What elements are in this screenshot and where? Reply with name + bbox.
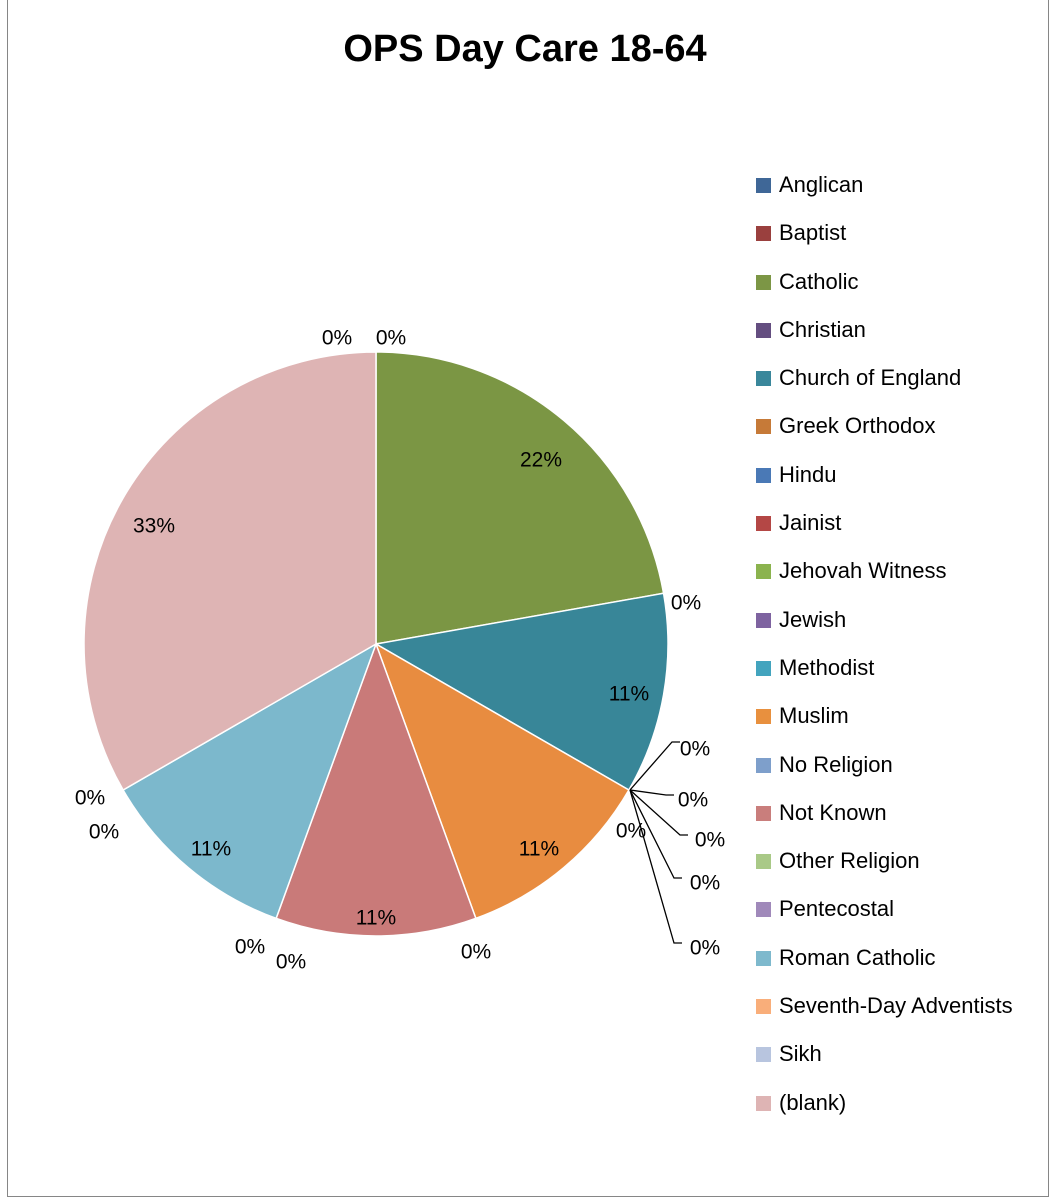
leader-line — [629, 789, 682, 944]
legend-item: Other Religion — [756, 844, 1013, 892]
data-label: 0% — [690, 937, 720, 960]
data-label: 0% — [678, 789, 708, 812]
legend-item: Catholic — [756, 265, 1013, 313]
legend-swatch — [756, 564, 771, 580]
legend-label: Jehovah Witness — [779, 558, 947, 584]
legend-swatch — [756, 322, 771, 338]
legend-item: Hindu — [756, 458, 1013, 506]
legend-label: Hindu — [779, 461, 837, 487]
data-label: 0% — [616, 820, 646, 843]
leader-line — [629, 741, 680, 791]
legend-item: Not Known — [756, 796, 1013, 844]
legend-item: Christian — [756, 313, 1013, 361]
pie-slice-catholic — [375, 351, 665, 645]
legend-swatch — [756, 999, 771, 1015]
data-label: 0% — [322, 327, 352, 350]
data-label: 33% — [133, 515, 175, 538]
legend-swatch — [756, 371, 771, 387]
legend-swatch — [756, 1047, 771, 1063]
data-label: 11% — [356, 907, 396, 930]
data-label: 0% — [276, 951, 306, 974]
legend-label: Seventh-Day Adventists — [779, 993, 1013, 1019]
data-label: 11% — [519, 838, 559, 861]
data-label: 0% — [695, 829, 725, 852]
legend-label: Catholic — [779, 268, 859, 294]
pie-slice-church-of-england — [373, 592, 669, 792]
legend-swatch — [756, 757, 771, 773]
data-label: 0% — [680, 738, 710, 761]
legend-label: Other Religion — [779, 848, 920, 874]
data-label: 0% — [690, 872, 720, 895]
legend-swatch — [756, 516, 771, 532]
pie-slice-blank — [83, 351, 377, 792]
pie-slice-not-known — [275, 641, 477, 937]
pie-slice-muslim — [374, 642, 630, 920]
legend-item: (blank) — [756, 1086, 1013, 1134]
leader-line — [629, 789, 682, 879]
legend-label: Not Known — [779, 799, 887, 825]
legend-item: Jehovah Witness — [756, 554, 1013, 602]
legend-item: Roman Catholic — [756, 941, 1013, 989]
data-label: 0% — [235, 936, 265, 959]
legend-swatch — [756, 178, 771, 193]
data-label: 0% — [89, 821, 119, 844]
legend-label: Jainist — [779, 510, 842, 536]
legend-item: Church of England — [756, 361, 1013, 409]
legend-item: Jewish — [756, 603, 1013, 651]
legend-label: Greek Orthodox — [779, 413, 936, 439]
legend-label: (blank) — [779, 1089, 847, 1115]
data-label: 22% — [520, 449, 562, 472]
legend-label: Jewish — [779, 606, 847, 632]
legend-label: Anglican — [779, 172, 864, 197]
legend-item: Methodist — [756, 651, 1013, 699]
legend-item: Muslim — [756, 699, 1013, 747]
legend-swatch — [756, 467, 771, 483]
legend-swatch — [756, 805, 771, 821]
legend-item: No Religion — [756, 748, 1013, 796]
legend-item: Seventh-Day Adventists — [756, 989, 1013, 1037]
legend-swatch — [756, 709, 771, 725]
legend-label: Roman Catholic — [779, 944, 936, 970]
legend-swatch — [756, 612, 771, 628]
legend-label: Pentecostal — [779, 896, 894, 922]
data-label: 0% — [75, 787, 105, 810]
legend-swatch — [756, 902, 771, 918]
legend-label: Christian — [779, 316, 866, 342]
legend-swatch — [756, 226, 771, 242]
legend-item: Pentecostal — [756, 892, 1013, 940]
legend-swatch — [756, 660, 771, 676]
legend-swatch — [756, 419, 771, 435]
leader-line — [629, 789, 674, 796]
data-label: 0% — [671, 592, 701, 615]
legend-label: Baptist — [779, 220, 847, 246]
legend-swatch — [756, 950, 771, 966]
pie-slice-roman-catholic — [122, 642, 378, 920]
leader-line — [629, 789, 688, 836]
legend-item: Sikh — [756, 1037, 1013, 1085]
data-label: 11% — [609, 683, 649, 706]
chart-title: OPS Day Care 18-64 — [343, 28, 707, 70]
legend: Anglican Baptist Catholic Christian Church o… — [756, 168, 1013, 1134]
legend-item: Jainist — [756, 506, 1013, 554]
data-label: 0% — [461, 941, 491, 964]
legend-label: Methodist — [779, 654, 875, 680]
legend-item: Anglican — [756, 168, 1013, 216]
data-label: 0% — [376, 327, 406, 350]
legend-label: No Religion — [779, 751, 893, 777]
legend-item: Baptist — [756, 216, 1013, 264]
legend-label: Sikh — [779, 1041, 822, 1067]
legend-label: Muslim — [779, 703, 849, 729]
legend-swatch — [756, 854, 771, 870]
legend-label: Church of England — [779, 365, 962, 391]
legend-swatch — [756, 274, 771, 290]
data-label: 11% — [191, 838, 231, 861]
legend-swatch — [756, 1095, 771, 1111]
legend-item: Greek Orthodox — [756, 409, 1013, 457]
